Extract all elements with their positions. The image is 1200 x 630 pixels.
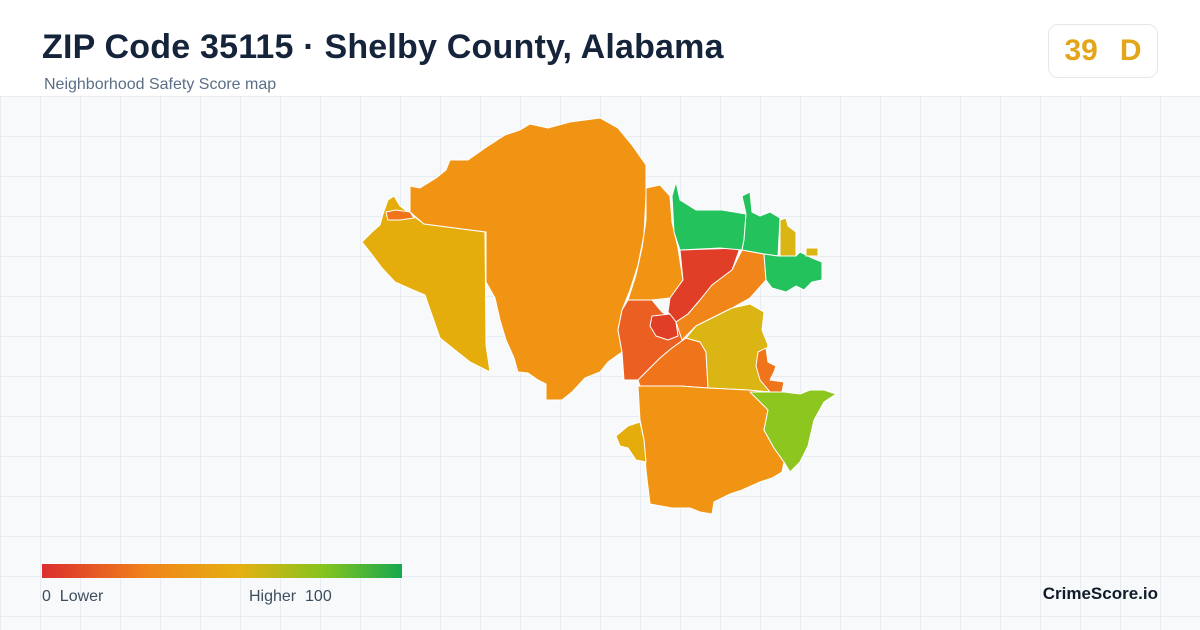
region-south-west-piece[interactable] (615, 421, 647, 463)
region-east-tiny[interactable] (805, 247, 819, 257)
region-southeast[interactable] (749, 389, 837, 473)
legend-min: 0 Lower (42, 588, 103, 606)
legend-labels: 0 Lower Higher 100 (42, 588, 402, 612)
page-title: ZIP Code 35115 · Shelby County, Alabama (42, 28, 724, 66)
score-badge: 39 D (1048, 24, 1158, 78)
legend: 0 Lower Higher 100 (42, 564, 402, 612)
legend-max: Higher 100 (249, 588, 332, 606)
region-north-green[interactable] (671, 181, 747, 251)
header: ZIP Code 35115 · Shelby County, Alabama … (0, 0, 1200, 97)
score-value: 39 (1064, 34, 1098, 67)
legend-min-value: 0 (42, 588, 51, 605)
region-west[interactable] (361, 195, 491, 373)
region-center-core[interactable] (649, 313, 679, 341)
region-far-northeast-sliver[interactable] (779, 217, 797, 257)
region-south-large[interactable] (637, 385, 785, 515)
region-east-diagonal[interactable] (675, 249, 767, 341)
brand-logo[interactable]: CrimeScore.io (1042, 584, 1158, 603)
legend-max-label: Higher (249, 588, 297, 605)
page-subtitle: Neighborhood Safety Score map (44, 76, 277, 93)
legend-min-label: Lower (59, 588, 104, 605)
region-northeast-green[interactable] (741, 191, 781, 257)
legend-max-value: 100 (305, 588, 332, 605)
legend-gradient-bar (42, 564, 402, 578)
region-east-stub[interactable] (755, 347, 785, 393)
region-northwest-sliver[interactable] (385, 209, 415, 221)
region-east-green[interactable] (763, 251, 823, 293)
score-grade: D (1119, 34, 1142, 67)
